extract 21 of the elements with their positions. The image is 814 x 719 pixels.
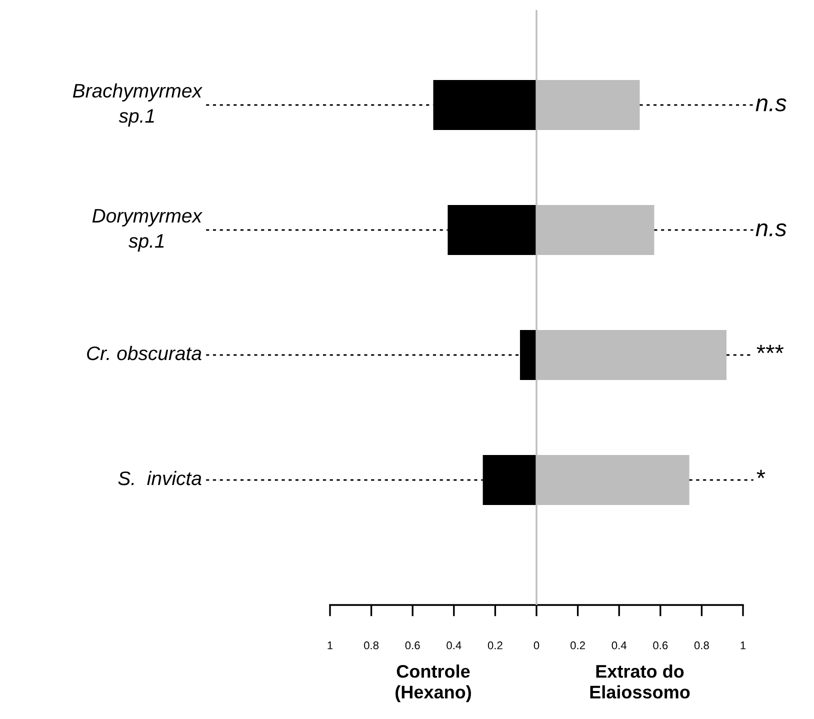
x-tick-label: 0: [534, 641, 540, 650]
x-tick-label: 1: [328, 642, 333, 650]
text: ***: [756, 344, 784, 354]
text: n.s: [756, 223, 786, 236]
text: n.s: [756, 98, 786, 112]
x-tick-label: 0.6: [405, 641, 420, 650]
x-tick-label: 0.4: [446, 641, 462, 650]
x-tick-label: 0.6: [653, 641, 668, 650]
y-tick-label: Brachymyrmex sp.1: [72, 83, 203, 127]
x-tick-label: 0.4: [612, 641, 626, 650]
text: Extrato do Elaiossomo: [590, 664, 690, 699]
y-tick-label: S. invicta: [118, 470, 202, 486]
y-tick-label: Dorymyrmex sp.1: [92, 209, 203, 252]
text: *: [756, 470, 766, 478]
x-tick-label: 0.8: [694, 641, 709, 650]
text: Controle (Hexano): [396, 664, 471, 702]
x-tick-label: 1: [740, 642, 746, 650]
y-tick-label: Cr. obscurata: [87, 346, 202, 360]
x-tick-label: 0.8: [364, 641, 379, 650]
x-tick-label: 0.2: [570, 641, 585, 650]
x-tick-label: 0.2: [488, 641, 502, 650]
